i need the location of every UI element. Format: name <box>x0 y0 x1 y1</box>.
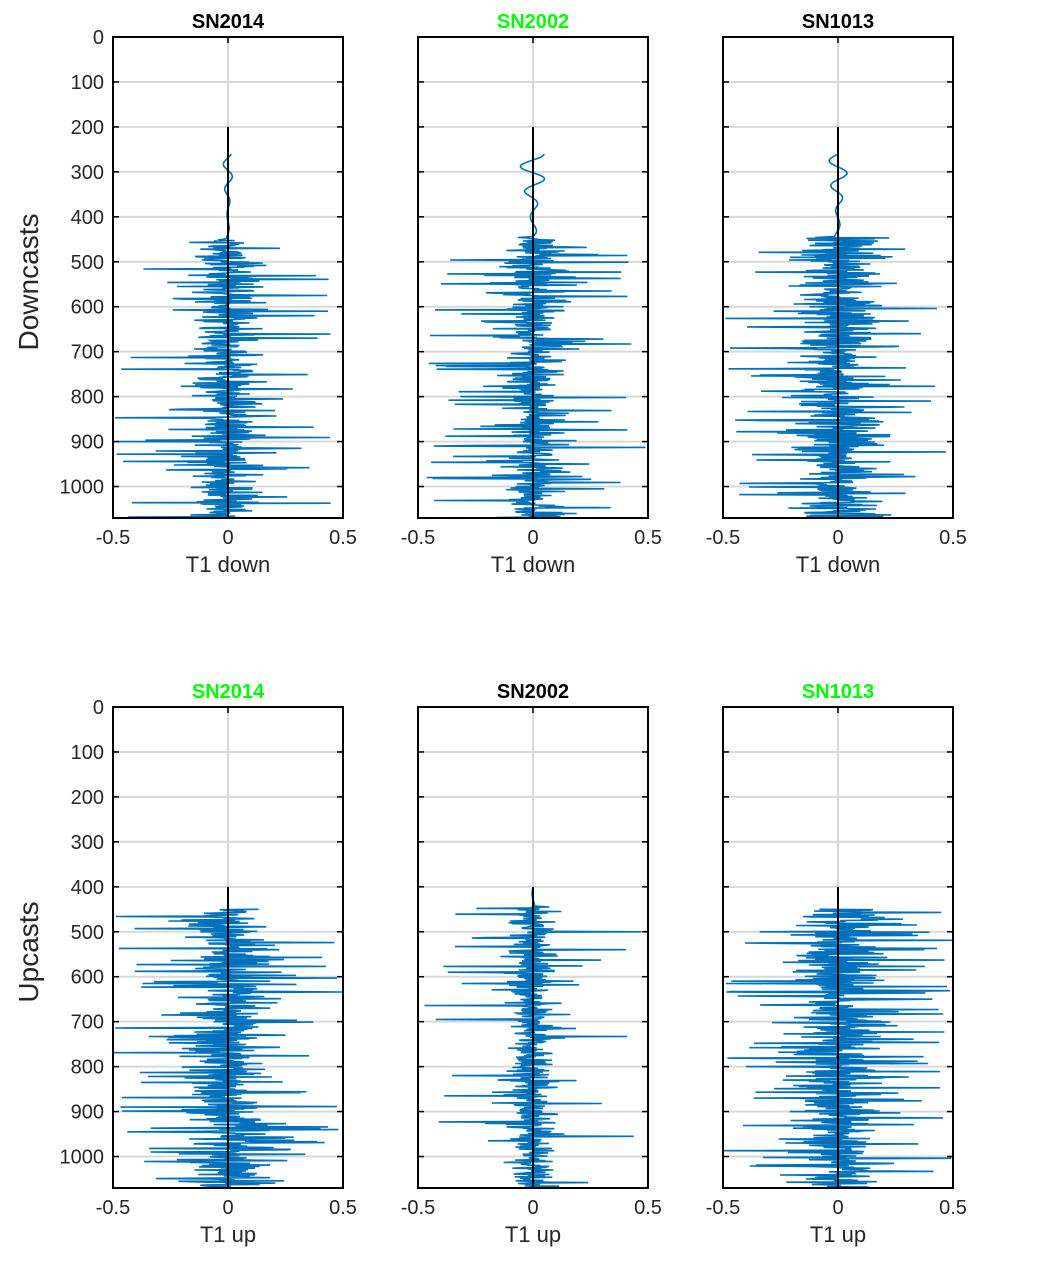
y-tick-label: 800 <box>71 1057 104 1079</box>
y-tick-label: 500 <box>71 252 104 274</box>
subplot-title: SN2002 <box>497 681 569 703</box>
y-tick-label: 700 <box>71 342 104 364</box>
x-tick-label: -0.5 <box>401 1197 435 1219</box>
x-tick-label: 0.5 <box>939 527 967 549</box>
x-tick-label: -0.5 <box>706 527 740 549</box>
series-line <box>426 153 646 518</box>
subplot-0: -0.5 0 0.5 0 100 200 300 400 500 600 700 800 900 1000… <box>60 11 357 577</box>
subplot-4: -0.5 0 0.5 SN2002 T1 up <box>401 681 662 1247</box>
x-axis-label: T1 down <box>491 552 575 577</box>
y-tick-label: 600 <box>71 967 104 989</box>
subplot-title: SN2014 <box>192 681 265 703</box>
x-tick-label: 0 <box>832 1197 843 1219</box>
subplot-2: -0.5 0 0.5 SN1013 T1 down <box>706 11 967 577</box>
x-tick-label: -0.5 <box>96 1197 130 1219</box>
x-tick-label: 0 <box>222 527 233 549</box>
subplot-5: -0.5 0 0.5 SN1013 T1 up <box>706 681 967 1247</box>
series-line <box>115 153 331 518</box>
subplot-title: SN1013 <box>802 681 874 703</box>
x-tick-label: 0.5 <box>634 527 662 549</box>
y-tick-label: 700 <box>71 1012 104 1034</box>
x-tick-label: 0.5 <box>634 1197 662 1219</box>
subplot-title: SN2014 <box>192 11 265 33</box>
x-tick-label: 0.5 <box>329 1197 357 1219</box>
y-tick-label: 300 <box>71 162 104 184</box>
y-tick-label: 300 <box>71 832 104 854</box>
y-tick-label: 400 <box>71 877 104 899</box>
row-label-upcasts: Upcasts <box>13 901 44 1002</box>
y-tick-label: 1000 <box>60 1147 105 1169</box>
y-tick-label: 0 <box>93 27 104 49</box>
x-tick-label: -0.5 <box>96 527 130 549</box>
row-label-downcasts: Downcasts <box>13 214 44 351</box>
y-tick-label: 1000 <box>60 477 105 499</box>
y-tick-label: 0 <box>93 697 104 719</box>
y-tick-label: 100 <box>71 742 104 764</box>
x-axis-label: T1 up <box>810 1222 866 1247</box>
y-tick-label: 900 <box>71 432 104 454</box>
series-line <box>723 908 953 1188</box>
x-tick-label: 0 <box>527 527 538 549</box>
subplot-1: -0.5 0 0.5 SN2002 T1 down <box>401 11 662 577</box>
y-tick-label: 600 <box>71 297 104 319</box>
x-tick-label: 0 <box>832 527 843 549</box>
y-tick-label: 200 <box>71 117 104 139</box>
subplot-grid: -0.5 0 0.501002003004005006007008009001000… <box>60 11 967 1247</box>
x-axis-label: T1 down <box>186 552 270 577</box>
y-tick-label: 900 <box>71 1102 104 1124</box>
y-tick-label: 100 <box>71 72 104 94</box>
x-axis-label: T1 up <box>505 1222 561 1247</box>
x-tick-label: -0.5 <box>706 1197 740 1219</box>
x-tick-label: 0.5 <box>329 527 357 549</box>
x-tick-label: 0 <box>527 1197 538 1219</box>
subplot-title: SN2002 <box>497 11 569 33</box>
x-tick-label: 0 <box>222 1197 233 1219</box>
subplot-3: -0.5 0 0.5 0 100 200 300 400 500 600 700 800 900 1000… <box>60 681 357 1247</box>
series-line <box>725 153 946 518</box>
x-tick-label: -0.5 <box>401 527 435 549</box>
y-tick-label: 200 <box>71 787 104 809</box>
x-tick-label: 0.5 <box>939 1197 967 1219</box>
subplot-title: SN1013 <box>802 11 874 33</box>
y-tick-label: 400 <box>71 207 104 229</box>
series-line <box>113 908 343 1188</box>
x-axis-label: T1 up <box>200 1222 256 1247</box>
y-tick-label: 800 <box>71 387 104 409</box>
y-tick-label: 500 <box>71 922 104 944</box>
x-axis-label: T1 down <box>796 552 880 577</box>
